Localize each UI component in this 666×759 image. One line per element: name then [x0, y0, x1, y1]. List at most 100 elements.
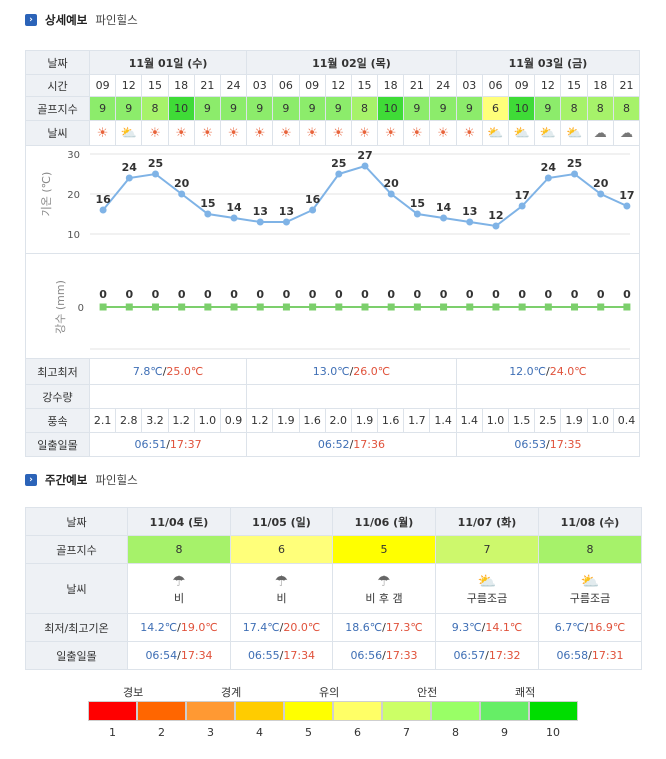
- sun-icon: ☀: [411, 125, 423, 141]
- min-temp: 13.0℃: [312, 365, 350, 378]
- temperature-label: 20: [593, 177, 609, 190]
- sun-icon: ☀: [96, 125, 109, 141]
- min-temp: 9.3℃: [451, 621, 482, 634]
- temperature-label: 15: [410, 197, 425, 210]
- rain-point: [544, 303, 552, 311]
- temperature-point: [125, 174, 133, 182]
- rain-label: 0: [466, 288, 474, 301]
- sunset-time: 17:31: [591, 649, 624, 662]
- cloud-icon: ☁: [619, 125, 633, 141]
- golf-index-cell: 9: [298, 96, 326, 121]
- sun-icon: ☀: [358, 125, 371, 141]
- weekly-temp-cell: 6.7℃/16.9℃: [538, 613, 642, 642]
- partly-cloudy-icon: ⛅: [580, 571, 600, 590]
- rain-point: [204, 303, 212, 311]
- sun-icon: ☀: [463, 125, 476, 141]
- temperature-label: 16: [305, 193, 321, 206]
- separator: /: [382, 621, 386, 634]
- temperature-point: [178, 190, 186, 198]
- sunrise-time: 06:51: [134, 438, 167, 451]
- temperature-point: [361, 162, 369, 170]
- weekly-weather-cell: ⛅ 구름조금: [538, 563, 642, 614]
- sunrise-time: 06:57: [453, 649, 486, 662]
- temperature-label: 17: [619, 189, 634, 202]
- sunset-time: 17:34: [180, 649, 213, 662]
- wind-cell: 3.2: [141, 408, 169, 433]
- legend-number: 5: [305, 726, 312, 739]
- wind-cell: 2.1: [88, 408, 117, 433]
- weather-cell: ⛅: [115, 120, 143, 146]
- weekly-section-title: › 주간예보 파인힐스: [25, 472, 138, 488]
- detail-forecast-table: 날짜 11월 01일 (수) 11월 02일 (목) 11월 03일 (금) 시간 09 1…: [24, 50, 641, 457]
- time-cell: 15: [141, 74, 169, 97]
- detail-section-title: › 상세예보 파인힐스: [25, 12, 138, 28]
- sunrise-sunset-cell: 06:52/17:36: [246, 432, 457, 457]
- time-cell: 06: [272, 74, 300, 97]
- weekly-day-header: 11/08 (수): [538, 507, 642, 536]
- min-temp: 17.4℃: [242, 621, 280, 634]
- legend-number: 6: [354, 726, 361, 739]
- row-label-precipitation: 강수량: [25, 384, 90, 409]
- rain-point: [151, 303, 159, 311]
- weather-cell: ☀: [167, 120, 195, 146]
- wind-cell: 2.8: [115, 408, 143, 433]
- rain-chart: 0 강수 (mm) 0 0 0 0 0 0 0 0 0 0 0 0 0 0 0 0 0 0 0 0 0: [24, 253, 641, 359]
- temperature-label: 14: [226, 201, 242, 214]
- temperature-label: 13: [279, 205, 294, 218]
- partly-cloudy-icon: ⛅: [477, 571, 497, 590]
- golf-index-cell: 9: [246, 96, 274, 121]
- rain-label: 0: [230, 288, 238, 301]
- sunset-time: 17:36: [353, 438, 385, 451]
- wind-cell: 1.9: [350, 408, 379, 433]
- golf-index-cell: 9: [272, 96, 300, 121]
- temperature-chart-svg: 30 20 10 기온 (℃) 16 24 25 20 15 14 13 13 16 25 27 20 15 14…: [40, 149, 635, 241]
- weekly-temp-cell: 9.3℃/14.1℃: [435, 613, 539, 642]
- temperature-point: [440, 214, 448, 222]
- temperature-label: 24: [541, 161, 557, 174]
- golf-index-cell: 10: [508, 96, 536, 121]
- max-temp: 26.0℃: [353, 365, 391, 378]
- weekly-day-header: 11/05 (일): [230, 507, 333, 536]
- wind-cell: 1.6: [298, 408, 326, 433]
- weekly-day-header: 11/07 (화): [435, 507, 539, 536]
- weather-cell: ☀: [377, 120, 405, 146]
- weather-cell: ⛅: [534, 120, 562, 146]
- golf-index-cell: 9: [219, 96, 248, 121]
- rain-point: [309, 303, 317, 311]
- weather-cell: ⛅: [508, 120, 536, 146]
- weekly-sun-cell: 06:57/17:32: [435, 641, 539, 670]
- time-cell: 18: [586, 74, 614, 97]
- sunrise-time: 06:56: [350, 649, 383, 662]
- legend-number: 9: [501, 726, 508, 739]
- separator: /: [546, 365, 550, 378]
- temperature-point: [256, 218, 264, 226]
- golf-index-cell: 9: [193, 96, 221, 121]
- time-cell: 12: [115, 74, 143, 97]
- weekly-day-header: 11/04 (토): [127, 507, 231, 536]
- legend-swatch: [235, 701, 284, 721]
- weather-cell: ☀: [219, 120, 248, 146]
- sun-icon: ☀: [201, 125, 214, 141]
- weekly-sun-cell: 06:58/17:31: [538, 641, 642, 670]
- legend-swatch: [480, 701, 529, 721]
- time-cell: 09: [88, 74, 117, 97]
- separator: /: [279, 621, 284, 634]
- temperature-point: [309, 206, 317, 214]
- day-header: 11월 01일 (수): [88, 50, 248, 75]
- rain-point: [125, 303, 133, 311]
- weather-description: 구름조금: [569, 591, 611, 605]
- separator: /: [166, 438, 170, 451]
- rain-icon: ☂: [274, 571, 289, 590]
- temperature-point: [466, 218, 474, 226]
- weekly-temp-cell: 17.4℃/20.0℃: [230, 613, 333, 642]
- temperature-label: 27: [357, 149, 372, 162]
- rain-label: 0: [597, 288, 605, 301]
- weather-cell: ⛅: [560, 120, 588, 146]
- weekly-golf-index-cell: 8: [127, 535, 231, 564]
- golf-index-cell: 10: [377, 96, 405, 121]
- rain-chart-svg: 0 강수 (mm) 0 0 0 0 0 0 0 0 0 0 0 0 0 0 0 0 0 0 0 0 0: [54, 280, 631, 350]
- golf-index-cell: 9: [534, 96, 562, 121]
- precipitation-cell: [88, 384, 248, 409]
- temperature-label: 25: [567, 157, 582, 170]
- golf-index-cell: 8: [350, 96, 379, 121]
